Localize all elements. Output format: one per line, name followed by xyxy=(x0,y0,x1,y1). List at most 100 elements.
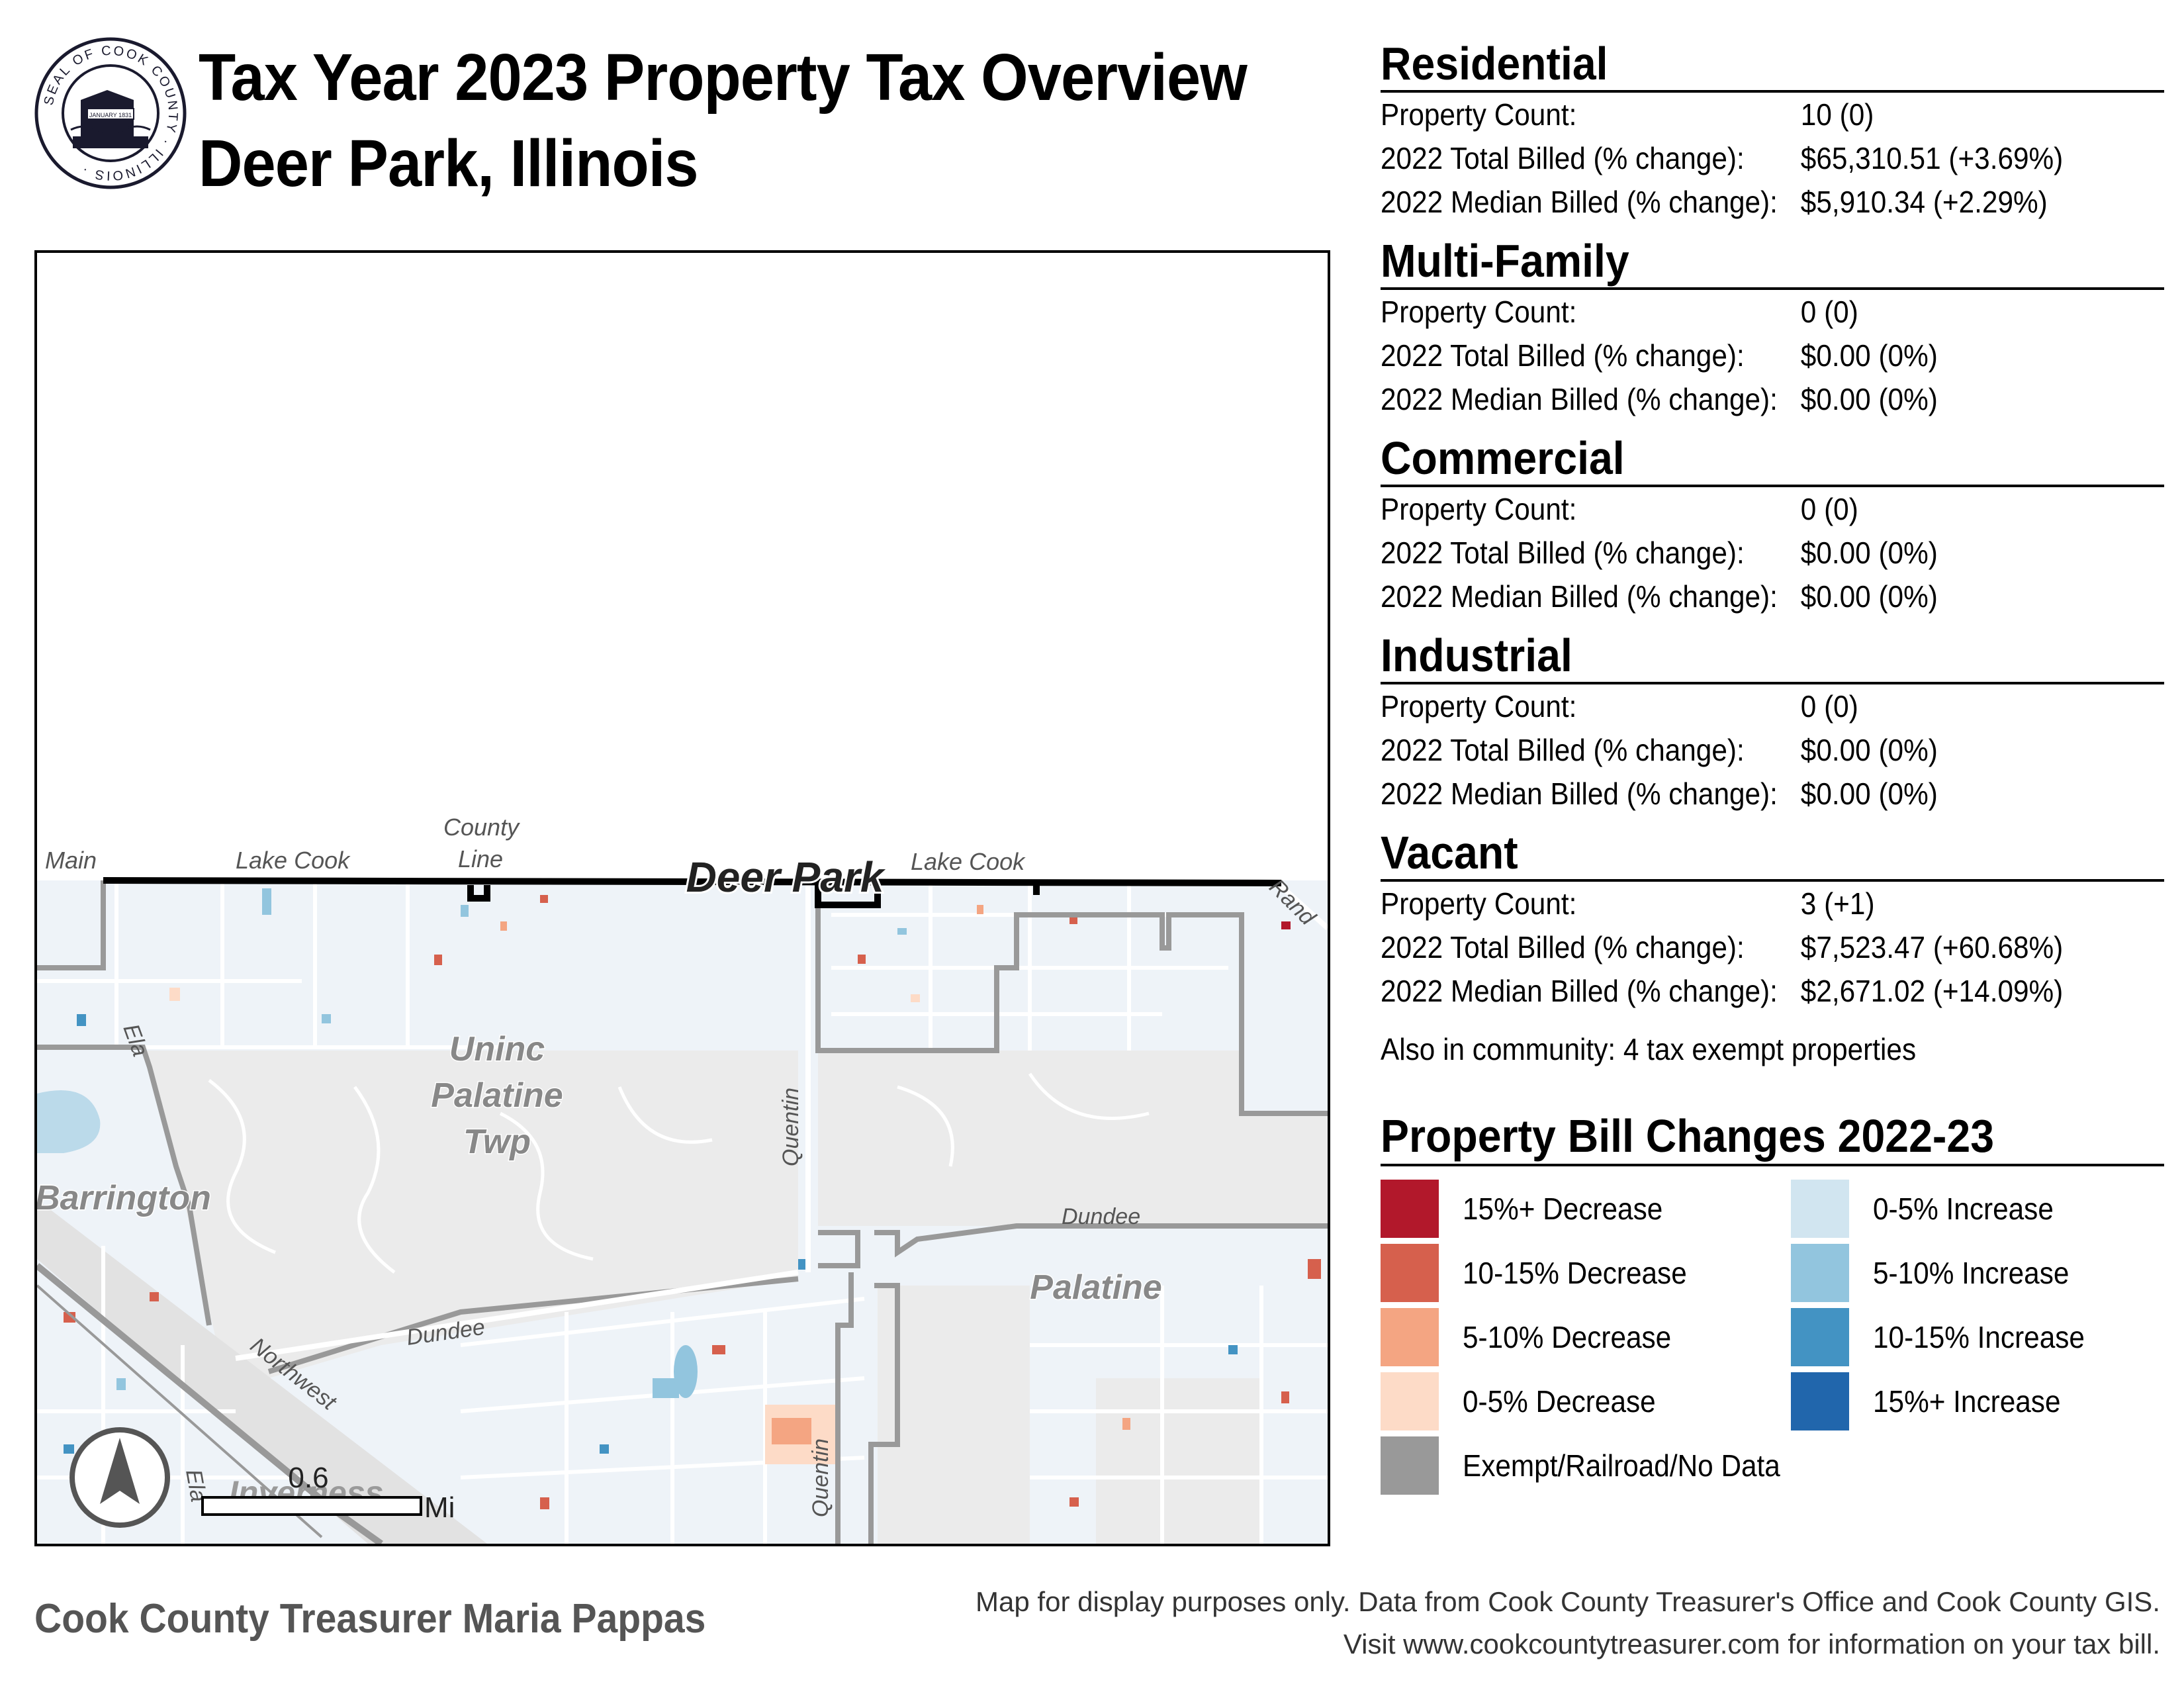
page-title: Tax Year 2023 Property Tax Overview Deer… xyxy=(199,34,1248,207)
legend-item: 15%+ Decrease xyxy=(1381,1180,1680,1238)
forest-preserve-area xyxy=(818,1051,1328,1226)
stat-row: 2022 Total Billed (% change): $0.00 (0%) xyxy=(1381,531,2101,575)
legend-item: 5-10% Increase xyxy=(1791,1244,2086,1302)
deer-park-boundary xyxy=(103,877,1282,908)
label-lake-cook-east: Lake Cook xyxy=(911,848,1026,875)
legend-item: 0-5% Increase xyxy=(1791,1180,2070,1238)
stat-label: 2022 Median Billed (% change): xyxy=(1381,185,1778,219)
legend-label: 10-15% Increase xyxy=(1873,1320,2085,1354)
stat-value: $0.00 (0%) xyxy=(1800,536,1938,570)
map-frame[interactable]: Main Lake Cook County Line Lake Cook Ran… xyxy=(34,250,1330,1546)
legend-item: 15%+ Increase xyxy=(1791,1372,2077,1430)
area-labels: Uninc Palatine Twp Barrington Palatine xyxy=(37,1029,1163,1308)
label-county-line-1: County xyxy=(443,814,520,841)
stat-row: 2022 Total Billed (% change): $0.00 (0%) xyxy=(1381,728,2101,772)
label-main: Main xyxy=(45,847,97,874)
stat-value: $0.00 (0%) xyxy=(1800,733,1938,767)
label-uninc-1: Uninc xyxy=(449,1030,545,1068)
stat-value: 0 (0) xyxy=(1800,492,1858,526)
stat-label: 2022 Median Billed (% change): xyxy=(1381,974,1778,1008)
label-dundee-east: Dundee xyxy=(1062,1204,1140,1229)
category-title: Vacant xyxy=(1381,826,2165,882)
community-note: Also in community: 4 tax exempt properti… xyxy=(1381,1032,1917,1066)
stat-row: 2022 Median Billed (% change): $2,671.02 … xyxy=(1381,969,2101,1013)
category-title: Industrial xyxy=(1381,629,2165,684)
category-section: Industrial Property Count: 0 (0) 2022 Total… xyxy=(1381,629,2165,816)
stat-row: Property Count: 10 (0) xyxy=(1381,93,2101,136)
stat-row: 2022 Total Billed (% change): $65,310.51 … xyxy=(1381,136,2101,180)
stat-row: 2022 Median Billed (% change): $0.00 (0%) xyxy=(1381,575,2101,618)
stat-value: $0.00 (0%) xyxy=(1800,776,1938,811)
footer-treasurer: Cook County Treasurer Maria Pappas xyxy=(34,1596,706,1642)
label-uninc-3: Twp xyxy=(463,1123,531,1161)
stat-row: Property Count: 0 (0) xyxy=(1381,684,2101,728)
title-line-1: Tax Year 2023 Property Tax Overview xyxy=(199,40,1248,115)
legend-swatch xyxy=(1381,1244,1439,1302)
palatine-gray-area xyxy=(878,1286,1030,1544)
stat-value: $7,523.47 (+60.68%) xyxy=(1800,930,2064,964)
legend-item: Exempt/Railroad/No Data xyxy=(1381,1436,1808,1495)
legend-item: 10-15% Decrease xyxy=(1381,1244,1706,1302)
stat-value: $0.00 (0%) xyxy=(1800,382,1938,416)
stat-row: 2022 Total Billed (% change): $7,523.47 (… xyxy=(1381,925,2101,969)
category-title: Commercial xyxy=(1381,432,2165,487)
north-arrow-icon xyxy=(69,1427,170,1528)
stat-label: 2022 Total Billed (% change): xyxy=(1381,733,1745,767)
stat-row: Property Count: 0 (0) xyxy=(1381,487,2101,531)
stat-label: 2022 Total Billed (% change): xyxy=(1381,930,1745,964)
stat-label: Property Count: xyxy=(1381,295,1577,329)
footer-line-1: Map for display purposes only. Data from… xyxy=(976,1586,2160,1617)
map-canvas: Main Lake Cook County Line Lake Cook Ran… xyxy=(37,814,1328,1544)
legend-swatch xyxy=(1791,1180,1849,1238)
stat-value: $5,910.34 (+2.29%) xyxy=(1800,185,2048,219)
category-title: Multi-Family xyxy=(1381,234,2165,290)
stat-label: 2022 Median Billed (% change): xyxy=(1381,579,1778,614)
legend-label: 10-15% Decrease xyxy=(1463,1256,1687,1290)
stat-label: Property Count: xyxy=(1381,97,1577,132)
stat-label: 2022 Median Billed (% change): xyxy=(1381,382,1778,416)
stat-value: $0.00 (0%) xyxy=(1800,579,1938,614)
label-quentin-north: Quentin xyxy=(778,1088,803,1166)
stat-row: 2022 Total Billed (% change): $0.00 (0%) xyxy=(1381,334,2101,377)
legend-title-text: Property Bill Changes 2022-23 xyxy=(1381,1110,1995,1162)
legend-label: 0-5% Increase xyxy=(1873,1192,2054,1226)
legend-item: 0-5% Decrease xyxy=(1381,1372,1672,1430)
stat-label: Property Count: xyxy=(1381,886,1577,921)
stat-value: 3 (+1) xyxy=(1800,886,1875,921)
parcel-swatches xyxy=(64,888,1321,1509)
scale-bar: 0.6 Mi xyxy=(201,1462,455,1524)
label-palatine: Palatine xyxy=(1030,1268,1161,1307)
legend-label: Exempt/Railroad/No Data xyxy=(1463,1448,1780,1483)
stat-label: Property Count: xyxy=(1381,492,1577,526)
trails xyxy=(208,1079,713,1274)
stat-row: 2022 Median Billed (% change): $5,910.34 … xyxy=(1381,180,2101,224)
label-deer-park: Deer Park xyxy=(686,853,886,901)
legend-label: 15%+ Increase xyxy=(1873,1384,2061,1419)
legend-swatch xyxy=(1381,1308,1439,1366)
legend-swatch xyxy=(1381,1436,1439,1495)
stat-value: 10 (0) xyxy=(1800,97,1874,132)
label-quentin-south: Quentin xyxy=(808,1438,833,1517)
scale-value: 0.6 xyxy=(288,1462,328,1494)
legend-item: 10-15% Increase xyxy=(1791,1308,2103,1366)
footer-disclaimer: Map for display purposes only. Data from… xyxy=(976,1581,2160,1665)
legend-label: 15%+ Decrease xyxy=(1463,1192,1663,1226)
stat-label: 2022 Total Billed (% change): xyxy=(1381,338,1745,373)
stat-value: 0 (0) xyxy=(1800,295,1858,329)
stat-value: $65,310.51 (+3.69%) xyxy=(1800,141,2064,175)
label-county-line-2: Line xyxy=(458,845,503,872)
footer-line-2: Visit www.cookcountytreasurer.com for in… xyxy=(1343,1628,2160,1660)
stat-value: $0.00 (0%) xyxy=(1800,338,1938,373)
palatine-gray-area-2 xyxy=(1096,1378,1261,1544)
legend-label: 5-10% Increase xyxy=(1873,1256,2070,1290)
category-section: Multi-Family Property Count: 0 (0) 2022 Tot… xyxy=(1381,234,2165,421)
cook-county-seal: SEAL OF COOK COUNTY · ILLINOIS · JANUARY… xyxy=(34,37,187,189)
seal-banner-text: JANUARY 1831 xyxy=(89,112,132,118)
stat-row: Property Count: 3 (+1) xyxy=(1381,882,2101,925)
title-line-2: Deer Park, Illinois xyxy=(199,126,699,201)
category-section: Vacant Property Count: 3 (+1) 2022 Total Bi… xyxy=(1381,826,2165,1013)
stat-label: Property Count: xyxy=(1381,689,1577,724)
stat-label: 2022 Total Billed (% change): xyxy=(1381,141,1745,175)
pond xyxy=(674,1345,698,1398)
legend: 15%+ Decrease 10-15% Decrease 5-10% Decrea… xyxy=(1381,1180,2164,1524)
